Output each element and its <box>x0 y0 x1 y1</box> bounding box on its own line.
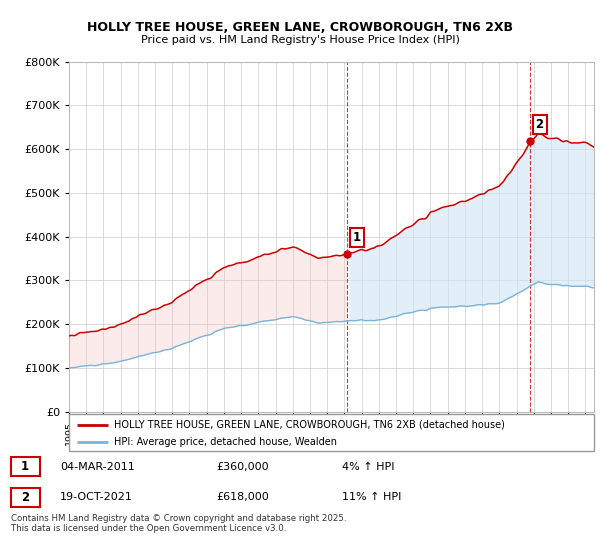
Text: 1: 1 <box>353 231 361 244</box>
FancyBboxPatch shape <box>69 414 594 451</box>
Text: 1: 1 <box>21 460 29 473</box>
Text: £618,000: £618,000 <box>216 492 269 502</box>
Text: Price paid vs. HM Land Registry's House Price Index (HPI): Price paid vs. HM Land Registry's House … <box>140 35 460 45</box>
Text: HPI: Average price, detached house, Wealden: HPI: Average price, detached house, Weal… <box>113 437 337 447</box>
Text: 4% ↑ HPI: 4% ↑ HPI <box>342 461 395 472</box>
Text: 2: 2 <box>21 491 29 503</box>
FancyBboxPatch shape <box>11 457 40 476</box>
Text: HOLLY TREE HOUSE, GREEN LANE, CROWBOROUGH, TN6 2XB (detached house): HOLLY TREE HOUSE, GREEN LANE, CROWBOROUG… <box>113 419 505 430</box>
FancyBboxPatch shape <box>11 488 40 506</box>
Text: HOLLY TREE HOUSE, GREEN LANE, CROWBOROUGH, TN6 2XB: HOLLY TREE HOUSE, GREEN LANE, CROWBOROUG… <box>87 21 513 34</box>
Text: 19-OCT-2021: 19-OCT-2021 <box>60 492 133 502</box>
Text: £360,000: £360,000 <box>216 461 269 472</box>
Text: 11% ↑ HPI: 11% ↑ HPI <box>342 492 401 502</box>
Text: 2: 2 <box>535 118 544 131</box>
Text: 04-MAR-2011: 04-MAR-2011 <box>60 461 135 472</box>
Text: Contains HM Land Registry data © Crown copyright and database right 2025.
This d: Contains HM Land Registry data © Crown c… <box>11 514 346 534</box>
